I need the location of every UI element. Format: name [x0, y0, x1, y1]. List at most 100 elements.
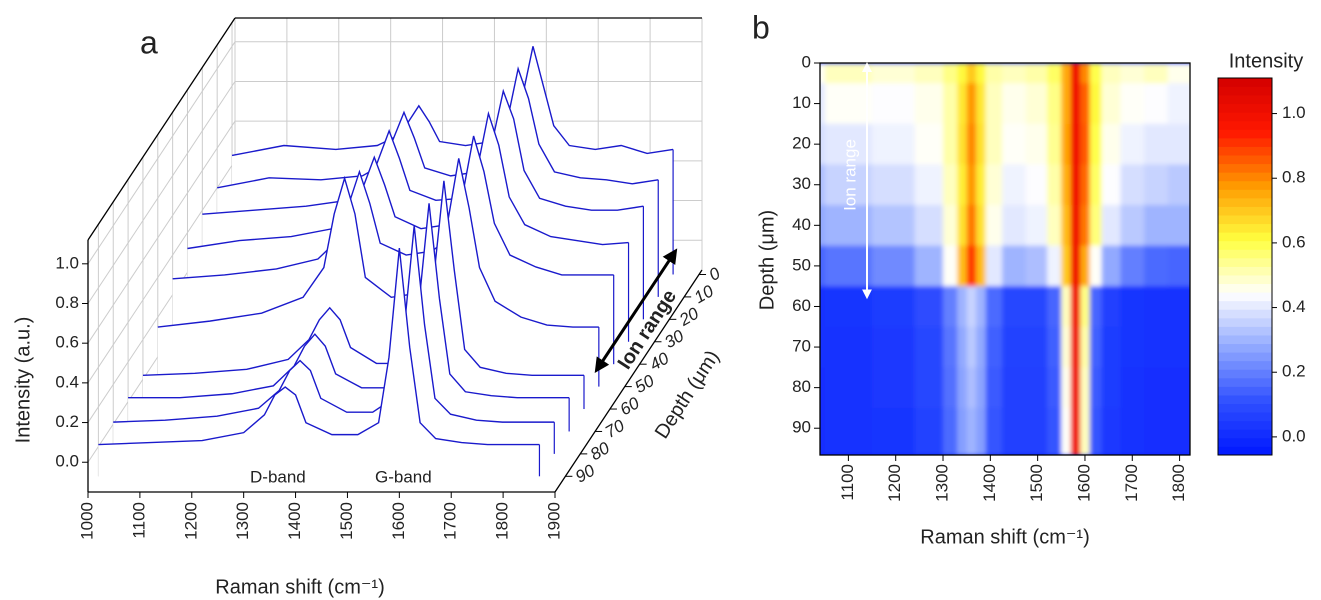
heatmap-cell — [976, 83, 987, 125]
heatmap-cell — [966, 83, 977, 125]
heatmap-cell — [1120, 407, 1145, 455]
heatmap-cell — [966, 123, 977, 165]
heatmap-cell — [1101, 83, 1121, 125]
heatmap-cell — [957, 205, 968, 247]
y-tick-label: 50 — [792, 255, 811, 274]
heatmap-cell — [1061, 326, 1072, 368]
heatmap-cell — [1080, 123, 1091, 165]
heatmap-cell — [1002, 407, 1027, 455]
heatmap-cell — [966, 164, 977, 206]
colorbar-band — [1218, 317, 1272, 327]
heatmap-cell — [872, 205, 916, 247]
x-tick-label: 1600 — [1074, 464, 1093, 502]
heatmap-cell — [1191, 205, 1203, 246]
heatmap-cell — [1191, 286, 1203, 327]
heatmap-cell — [1025, 123, 1048, 165]
heatmap-cell — [976, 205, 987, 247]
heatmap-cell — [1089, 286, 1103, 328]
heatmap-cell — [1047, 164, 1062, 206]
x-tick-label: 1500 — [337, 502, 356, 540]
heatmap-cell — [1144, 63, 1169, 84]
heatmap-cell — [985, 245, 1003, 287]
heatmap-cell — [966, 367, 977, 409]
heatmap-cell — [1191, 164, 1203, 205]
heatmap-cell — [1080, 286, 1091, 328]
heatmap-cell — [1070, 63, 1081, 84]
spectrum-fill — [142, 180, 584, 410]
heatmap-cell — [1191, 327, 1203, 368]
heatmap-cell — [872, 164, 916, 206]
heatmap-cell — [1101, 164, 1121, 206]
colorbar-tick-label: 1.0 — [1282, 103, 1306, 122]
heatmap-cell — [1002, 205, 1027, 247]
heatmap-cell — [824, 83, 873, 125]
y-tick-label: 0.8 — [55, 293, 79, 312]
x-tick-label: 1300 — [233, 502, 252, 540]
x-tick-label: 1100 — [129, 502, 148, 539]
z-tick-label: 80 — [587, 438, 613, 464]
heatmap-cell — [957, 123, 968, 165]
heatmap-cell — [943, 83, 958, 125]
heatmap-cell — [1080, 367, 1091, 409]
heatmap-cell — [1025, 326, 1048, 368]
heatmap-cell — [1061, 367, 1072, 409]
x-tick-label: 1700 — [1122, 464, 1141, 502]
heatmap-cell — [943, 407, 958, 455]
heatmap-cell — [914, 286, 944, 328]
heatmap-cell — [1047, 326, 1062, 368]
heatmap-cell — [824, 63, 873, 84]
heatmap-cell — [820, 63, 826, 84]
heatmap-cell — [1191, 408, 1203, 456]
spectrum-fill — [128, 203, 570, 432]
heatmap-cell — [914, 63, 944, 84]
heatmap-cell — [1120, 326, 1145, 368]
heatmap-cell — [872, 83, 916, 125]
heatmap-cell — [943, 326, 958, 368]
heatmap-cell — [1070, 164, 1081, 206]
heatmap-cell — [1167, 164, 1190, 206]
heatmap-cell — [914, 123, 944, 165]
y-tick-label: 0 — [802, 52, 811, 71]
y-tick-label: 20 — [792, 134, 811, 153]
heatmap-cell — [1191, 63, 1203, 84]
heatmap-cell — [1047, 205, 1062, 247]
heatmap-cell — [824, 245, 873, 287]
heatmap-cell — [1070, 407, 1081, 455]
colorbar-title: Intensity — [1229, 50, 1303, 72]
colorbar-band — [1218, 112, 1272, 122]
heatmap-cell — [1120, 123, 1145, 165]
colorbar-band — [1218, 377, 1272, 387]
heatmap-cell — [820, 245, 826, 287]
grid-line — [87, 81, 236, 304]
heatmap-cell — [1089, 164, 1103, 206]
heatmap-cell — [820, 164, 826, 206]
x-tick-label: 1200 — [885, 464, 904, 502]
colorbar-band — [1218, 146, 1272, 156]
heatmap-cell — [1080, 63, 1091, 84]
y-tick-label: 40 — [792, 215, 811, 234]
y-tick-label: 80 — [792, 377, 811, 396]
waterfall-plot: 1000 1100 1200 1300 1400 1500 1600 1700 1800 1900… — [12, 17, 724, 598]
colorbar-band — [1218, 395, 1272, 404]
colorbar-band — [1218, 232, 1272, 242]
heatmap-cell — [1144, 205, 1169, 247]
x-tick-label: 1900 — [544, 502, 563, 540]
heatmap-cell — [824, 407, 873, 455]
heatmap-cell — [820, 286, 826, 328]
heatmap-cell — [1120, 286, 1145, 328]
colorbar-band — [1218, 257, 1272, 267]
heatmap-cell — [1120, 367, 1145, 409]
heatmap-cell — [966, 286, 977, 328]
heatmap-cell — [976, 123, 987, 165]
heatmap-cell — [1144, 123, 1169, 165]
colorbar-band — [1218, 266, 1272, 276]
z-tick-label: 10 — [691, 281, 717, 307]
heatmap-cell — [1101, 123, 1121, 165]
heatmap-cell — [1167, 63, 1190, 84]
y-tick-label: 30 — [792, 174, 811, 193]
heatmap-cell — [1070, 123, 1081, 165]
y-tick-label: 70 — [792, 337, 811, 356]
heatmap-cell — [1101, 407, 1121, 455]
heatmap-cell — [1002, 326, 1027, 368]
heatmap-cell — [985, 83, 1003, 125]
